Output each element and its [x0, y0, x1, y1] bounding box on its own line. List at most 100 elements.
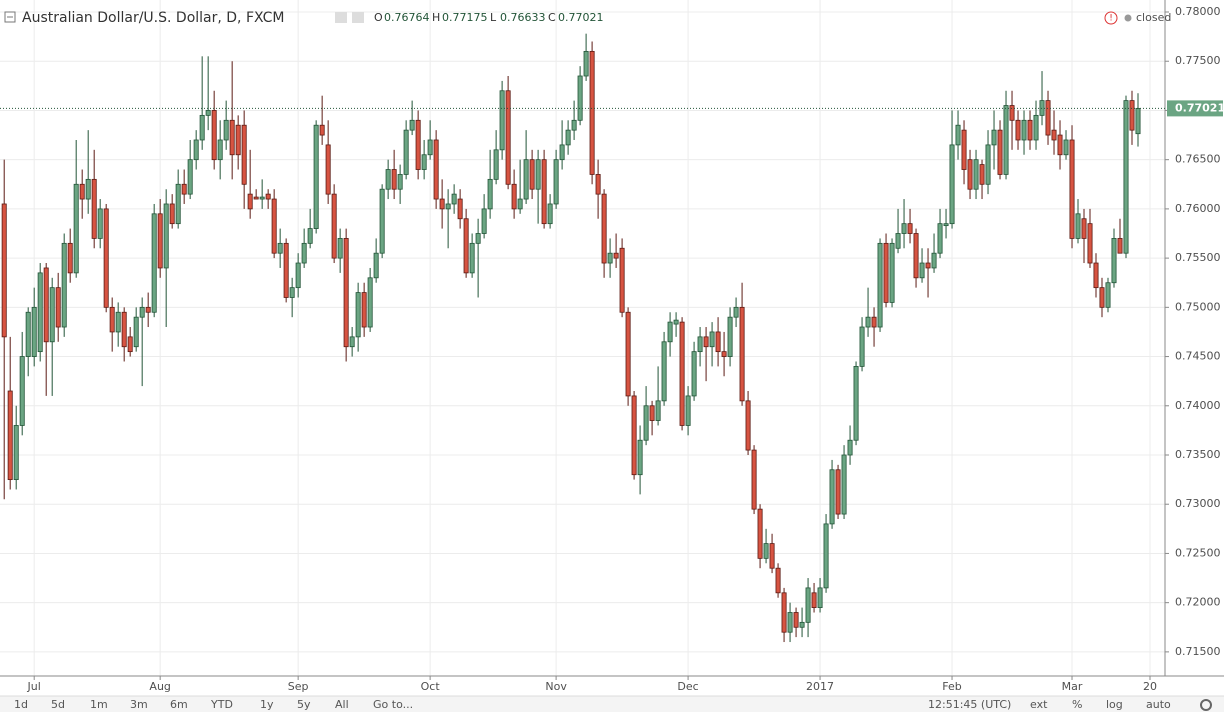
candle-body [1, 203, 7, 338]
toolbar-button[interactable]: 1y [260, 698, 274, 711]
candle-body [337, 238, 343, 259]
candle-body [325, 144, 331, 195]
candle-body [361, 292, 367, 328]
candle-body [721, 351, 727, 357]
candle-body [589, 50, 595, 175]
candle-body [673, 319, 679, 325]
candle-body [523, 159, 529, 200]
toolbar-button[interactable]: 3m [130, 698, 148, 711]
candle-body [91, 178, 97, 239]
toolbar-button[interactable]: 12:51:45 (UTC) [928, 698, 1011, 711]
toolbar-button[interactable]: YTD [210, 698, 233, 711]
candle-body [115, 311, 121, 333]
warning-icon[interactable] [1104, 11, 1118, 25]
candle-body [1093, 262, 1099, 289]
candle-body [823, 523, 829, 589]
x-tick-label: 2017 [806, 680, 834, 693]
candle-body [163, 203, 169, 269]
candle-body [865, 316, 871, 328]
candle-body [715, 331, 721, 353]
candle-body [835, 469, 841, 515]
candle-body [1075, 213, 1081, 239]
status-dot [1124, 14, 1132, 22]
candle-body [487, 178, 493, 210]
toolbar-button[interactable]: Go to... [373, 698, 413, 711]
last-price-label: 0.77021 [1175, 101, 1224, 114]
toolbar-button[interactable]: log [1106, 698, 1123, 711]
candle-body [1099, 287, 1105, 308]
candle-body [349, 336, 355, 348]
candle-body [613, 252, 619, 259]
candle-body [19, 356, 25, 426]
candle-body [781, 592, 787, 633]
candle-body [37, 272, 43, 353]
candle-body [103, 208, 109, 308]
toolbar-button[interactable]: ext [1030, 698, 1048, 711]
candle-body [43, 267, 49, 343]
candle-body [493, 149, 499, 180]
toolbar-button[interactable]: All [335, 698, 349, 711]
candle-body [733, 306, 739, 318]
candle-body [655, 400, 661, 421]
y-tick-label: 0.73500 [1175, 448, 1221, 461]
candle-body [1033, 114, 1039, 141]
candle-body [997, 129, 1003, 175]
y-tick-label: 0.73000 [1175, 497, 1221, 510]
candle-body [445, 203, 451, 210]
candle-body [367, 277, 373, 328]
candle-body [451, 193, 457, 205]
candle-body [763, 543, 769, 559]
candle-body [931, 252, 937, 269]
candle-body [1069, 139, 1075, 239]
candle-body [565, 129, 571, 146]
candle-body [883, 242, 889, 303]
candle-body [97, 208, 103, 239]
candle-body [211, 110, 217, 161]
candle-body [553, 159, 559, 205]
candle-body [571, 119, 577, 131]
toolbar-button[interactable]: 6m [170, 698, 188, 711]
candle-body [181, 183, 187, 195]
candle-body [841, 454, 847, 515]
candle-body [67, 242, 73, 274]
y-tick-label: 0.76000 [1175, 202, 1221, 215]
candle-body [397, 174, 403, 190]
candle-body [1123, 100, 1129, 254]
candle-body [217, 139, 223, 161]
candle-body [457, 198, 463, 220]
candle-body [799, 621, 805, 628]
toolbar-button[interactable]: 1m [90, 698, 108, 711]
settings-gear[interactable] [1200, 699, 1212, 711]
candle-body [469, 242, 475, 274]
candle-body [1063, 139, 1069, 156]
candle-body [505, 90, 511, 185]
ohlc-key: H [432, 11, 440, 24]
candle-body [1057, 134, 1063, 156]
candle-body [433, 139, 439, 200]
candle-body [691, 351, 697, 397]
toolbar-button[interactable]: auto [1146, 698, 1171, 711]
toolbar-button[interactable]: 1d [14, 698, 28, 711]
toolbar-button[interactable]: % [1072, 698, 1082, 711]
candle-body [967, 159, 973, 190]
candle-body [283, 242, 289, 298]
x-tick-label: Nov [545, 680, 567, 693]
candle-body [625, 311, 631, 397]
candle-body [661, 341, 667, 402]
candle-body [319, 124, 325, 136]
candle-body [679, 321, 685, 426]
candle-body [61, 242, 67, 328]
candle-body [631, 395, 637, 476]
candle-body [1021, 119, 1027, 141]
settings-icon[interactable] [335, 12, 347, 23]
toolbar-button[interactable]: 5y [297, 698, 311, 711]
toolbar-button[interactable]: 5d [51, 698, 65, 711]
candle-body [253, 196, 259, 200]
candle-body [1135, 107, 1141, 135]
candle-body [187, 159, 193, 195]
candle-body [757, 508, 763, 559]
candle-body [7, 390, 13, 481]
candle-body [793, 612, 799, 628]
candle-body [985, 144, 991, 185]
hide-icon[interactable] [352, 12, 364, 23]
